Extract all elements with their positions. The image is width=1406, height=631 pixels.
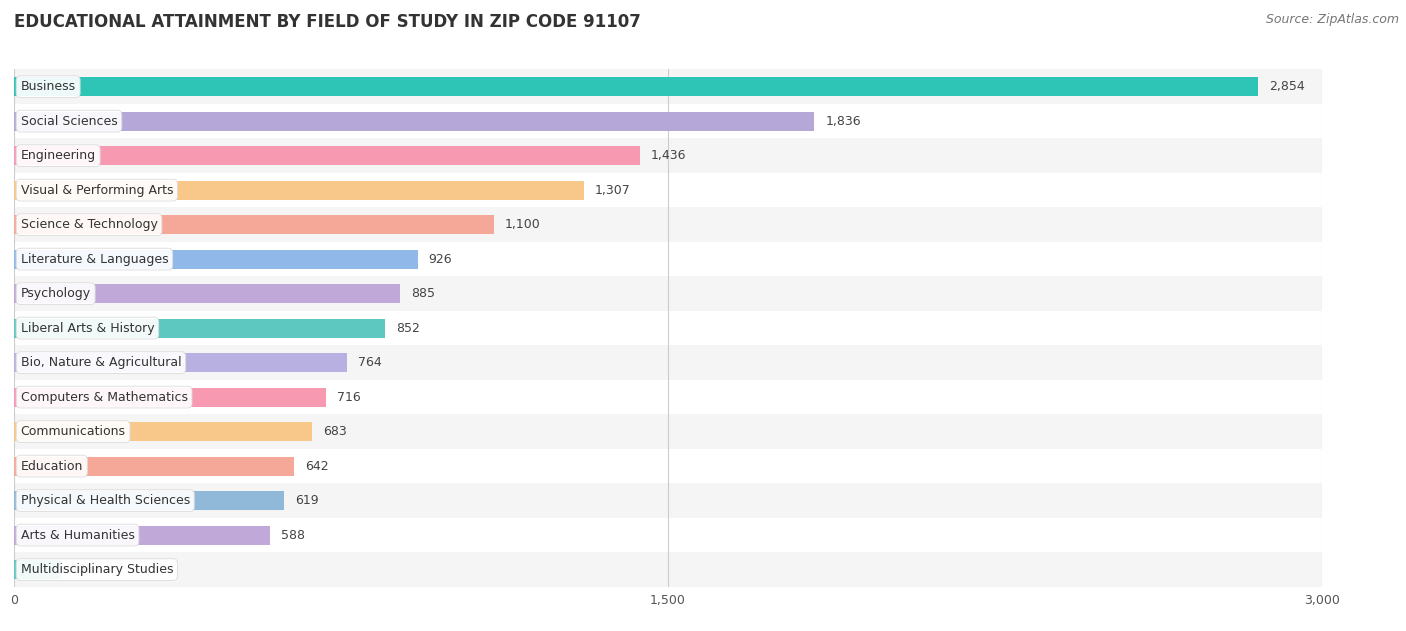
Bar: [0, 242, 1322, 276]
Text: Liberal Arts & History: Liberal Arts & History: [21, 322, 155, 334]
Text: 1,307: 1,307: [595, 184, 630, 197]
Text: Business: Business: [21, 80, 76, 93]
Bar: [0, 276, 1322, 311]
Bar: [14, 250, 418, 269]
Text: 1,836: 1,836: [825, 115, 860, 127]
Text: Visual & Performing Arts: Visual & Performing Arts: [21, 184, 173, 197]
Bar: [14, 560, 60, 579]
Bar: [14, 284, 399, 303]
Bar: [14, 112, 814, 131]
Bar: [0, 69, 1322, 104]
Bar: [0, 345, 1322, 380]
Text: 619: 619: [295, 494, 318, 507]
Text: Source: ZipAtlas.com: Source: ZipAtlas.com: [1265, 13, 1399, 26]
Text: 588: 588: [281, 529, 305, 541]
Text: Computers & Mathematics: Computers & Mathematics: [21, 391, 187, 404]
Bar: [14, 422, 312, 441]
Bar: [0, 173, 1322, 208]
Text: Multidisciplinary Studies: Multidisciplinary Studies: [21, 563, 173, 576]
Bar: [0, 415, 1322, 449]
Text: EDUCATIONAL ATTAINMENT BY FIELD OF STUDY IN ZIP CODE 91107: EDUCATIONAL ATTAINMENT BY FIELD OF STUDY…: [14, 13, 641, 31]
Bar: [0, 138, 1322, 173]
Text: Social Sciences: Social Sciences: [21, 115, 117, 127]
Bar: [14, 387, 326, 406]
Text: 683: 683: [322, 425, 346, 438]
Text: 642: 642: [305, 459, 329, 473]
Bar: [0, 518, 1322, 552]
Text: Engineering: Engineering: [21, 149, 96, 162]
Text: Communications: Communications: [21, 425, 125, 438]
Text: Arts & Humanities: Arts & Humanities: [21, 529, 135, 541]
Bar: [14, 457, 294, 476]
Bar: [14, 215, 494, 234]
Text: Education: Education: [21, 459, 83, 473]
Bar: [14, 491, 284, 510]
Bar: [0, 104, 1322, 138]
Bar: [0, 552, 1322, 587]
Bar: [0, 449, 1322, 483]
Bar: [14, 180, 583, 199]
Bar: [0, 311, 1322, 345]
Bar: [0, 380, 1322, 415]
Text: Psychology: Psychology: [21, 287, 91, 300]
Bar: [14, 319, 385, 338]
Text: 885: 885: [411, 287, 434, 300]
Text: Bio, Nature & Agricultural: Bio, Nature & Agricultural: [21, 356, 181, 369]
Bar: [14, 526, 270, 545]
Text: Physical & Health Sciences: Physical & Health Sciences: [21, 494, 190, 507]
Bar: [14, 77, 1258, 96]
Text: 2,854: 2,854: [1268, 80, 1305, 93]
Bar: [14, 353, 347, 372]
Text: 852: 852: [396, 322, 420, 334]
Text: 716: 716: [337, 391, 361, 404]
Bar: [14, 146, 640, 165]
Bar: [0, 483, 1322, 518]
Text: Literature & Languages: Literature & Languages: [21, 252, 169, 266]
Text: 106: 106: [72, 563, 96, 576]
Text: 1,100: 1,100: [505, 218, 540, 231]
Bar: [0, 208, 1322, 242]
Text: 1,436: 1,436: [651, 149, 686, 162]
Text: 764: 764: [359, 356, 381, 369]
Text: 926: 926: [429, 252, 453, 266]
Text: Science & Technology: Science & Technology: [21, 218, 157, 231]
